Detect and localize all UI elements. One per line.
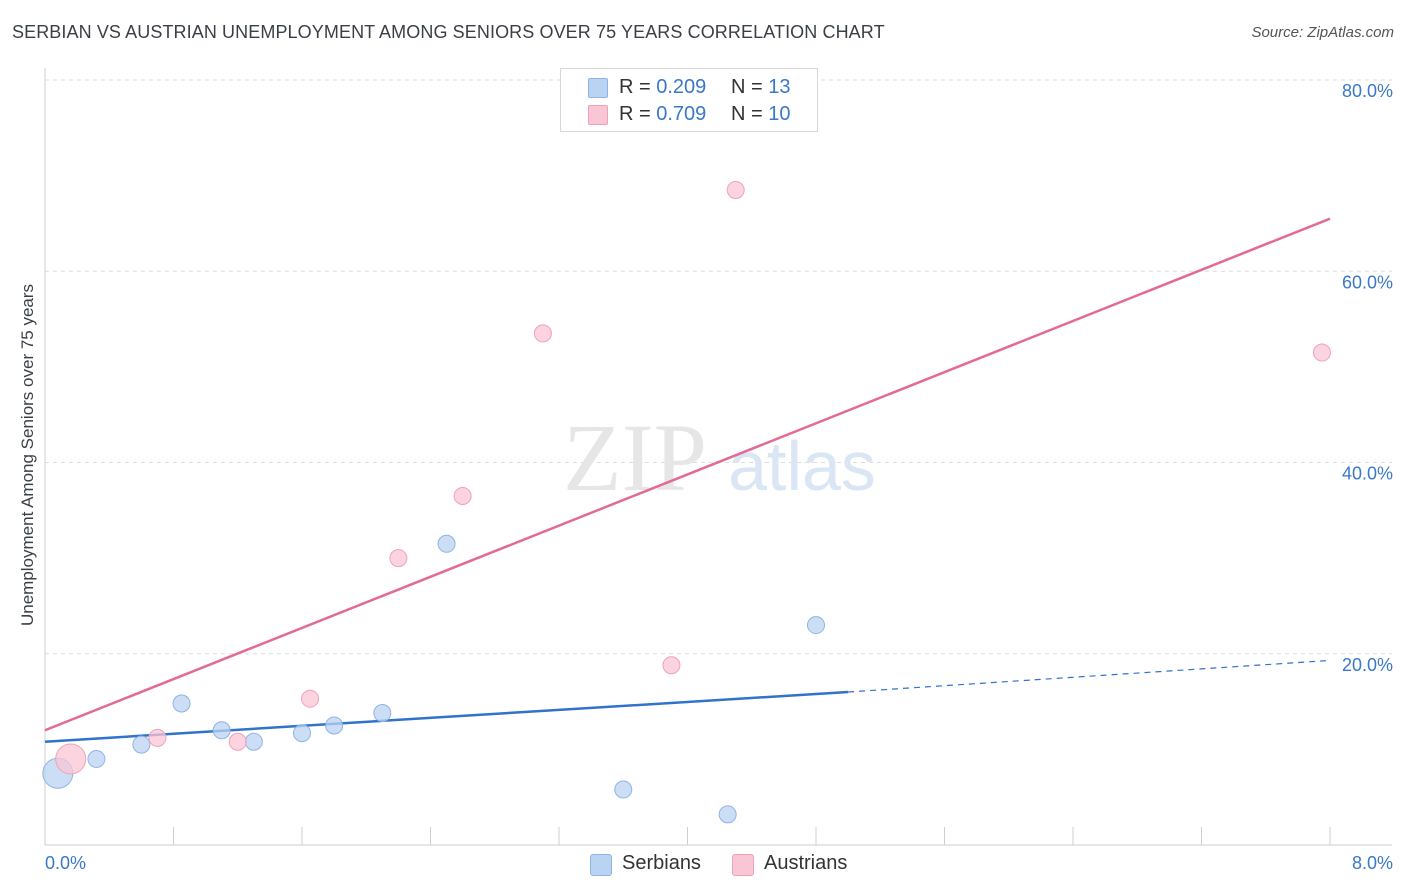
austrians-point	[726, 180, 745, 199]
serbians-swatch	[588, 78, 608, 98]
austrians-point	[533, 324, 552, 343]
austrians-r: R = 0.709	[619, 103, 707, 125]
austrians-point	[662, 656, 681, 675]
serbians-point	[718, 805, 737, 824]
serbians-point	[293, 724, 311, 743]
y-tick-label: 60.0%	[1342, 272, 1393, 292]
austrians-point	[228, 732, 247, 751]
austrians-point	[148, 728, 167, 747]
y-tick-label: 20.0%	[1342, 655, 1393, 675]
grid-lines	[45, 79, 1392, 655]
serbians-point	[437, 534, 456, 553]
watermark-atlas: atlas	[728, 427, 876, 505]
austrians-point	[55, 743, 87, 775]
watermark-zip: ZIP	[563, 404, 707, 511]
chart-title: SERBIAN VS AUSTRIAN UNEMPLOYMENT AMONG S…	[12, 22, 885, 42]
serbians-point	[373, 704, 392, 723]
austrians-point	[1312, 343, 1331, 362]
serbians-point	[614, 780, 633, 799]
austrians-swatch	[588, 105, 608, 125]
austrians-point	[453, 486, 472, 505]
x-tick-label-min: 0.0%	[45, 853, 86, 873]
serbians-r: R = 0.209	[619, 76, 707, 98]
austrians-legend-swatch	[732, 854, 754, 876]
watermark: ZIP atlas	[563, 404, 876, 511]
austrians-trend-line	[44, 217, 1331, 732]
serbians-trend-line	[44, 690, 849, 743]
serbians-trend-extension	[848, 659, 1331, 693]
tick-labels: 20.0% 40.0% 60.0% 80.0% 0.0% 8.0%	[45, 81, 1393, 873]
serbians-point	[325, 716, 344, 735]
y-tick-label: 80.0%	[1342, 81, 1393, 101]
serbians-point	[212, 721, 231, 740]
trend-lines	[44, 217, 1331, 743]
x-tick-label-max: 8.0%	[1352, 853, 1393, 873]
serbians-point	[244, 732, 263, 751]
austrians-point	[389, 549, 408, 568]
y-tick-label: 40.0%	[1342, 464, 1393, 484]
serbians-point	[87, 749, 106, 768]
stats-legend: R = 0.209 N = 13 R = 0.709 N = 10	[560, 68, 818, 132]
serbians-point	[172, 694, 191, 713]
serbians-n: N = 13	[731, 76, 791, 98]
axes	[44, 68, 1392, 846]
austrians-n: N = 10	[731, 103, 791, 125]
serbians-point	[807, 616, 825, 635]
serbians-legend-swatch	[590, 854, 612, 876]
data-points	[42, 180, 1331, 824]
serbians-point	[132, 735, 151, 754]
austrians-point	[301, 689, 320, 708]
serbians-legend-label: Serbians	[622, 852, 701, 874]
source-credit: Source: ZipAtlas.com	[1251, 24, 1394, 41]
austrians-legend-label: Austrians	[764, 852, 848, 874]
